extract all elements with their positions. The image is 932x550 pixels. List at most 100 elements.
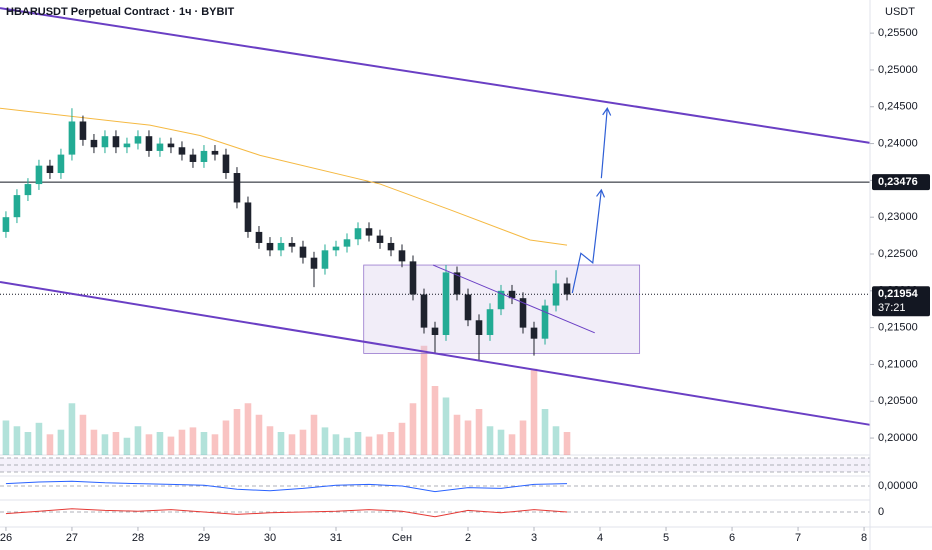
candle-body	[134, 136, 142, 144]
candle-body	[332, 246, 340, 251]
x-tick-label: 26	[0, 532, 12, 544]
volume-bar	[24, 432, 32, 455]
y-tick-label: 0,21500	[878, 322, 918, 334]
candle-body	[530, 327, 538, 339]
candle-body	[431, 327, 439, 335]
candle-body	[442, 272, 450, 335]
moving-average	[0, 107, 568, 246]
volume-bar	[552, 426, 560, 455]
candle-body	[343, 239, 351, 247]
indicator-line	[5, 480, 568, 493]
y-tick-label: 0,20000	[878, 432, 918, 444]
volume-bar	[211, 434, 219, 455]
volume-bar	[68, 403, 76, 455]
volume-bar	[112, 432, 120, 455]
volume-bar	[563, 432, 571, 455]
price-badge-label: 0,23476	[878, 176, 918, 188]
y-tick-label: 0,23000	[878, 211, 918, 223]
y-tick-label: 0,22500	[878, 248, 918, 260]
candle-body	[24, 184, 32, 196]
candle-body	[178, 147, 186, 155]
volume-bar	[90, 429, 98, 455]
volume-bar	[409, 403, 417, 455]
volume-bar	[354, 432, 362, 455]
y-tick-label: 0,24500	[878, 101, 918, 113]
candle-body	[145, 136, 153, 151]
volume-bar	[79, 414, 87, 455]
x-tick-label: Сен	[392, 532, 412, 544]
x-tick-label: 3	[531, 532, 537, 544]
candle-body	[167, 143, 175, 148]
y-tick-label: 0,24000	[878, 137, 918, 149]
candle-body	[310, 257, 318, 269]
candle-body	[420, 294, 428, 328]
volume-bar	[57, 429, 65, 455]
candle-body	[90, 139, 98, 148]
candle-body	[354, 228, 362, 240]
trendline	[432, 264, 595, 334]
candle-body	[200, 150, 208, 162]
x-tick-label: 5	[663, 532, 669, 544]
volume-bar	[332, 434, 340, 455]
y-tick-label: 0,21000	[878, 358, 918, 370]
volume-bar	[442, 397, 450, 455]
candle-body	[101, 136, 109, 148]
volume-bar	[13, 426, 21, 455]
candle-body	[387, 242, 395, 251]
indicator-label: 0,00000	[878, 480, 918, 492]
volume-bar	[244, 403, 252, 455]
candle-body	[79, 121, 87, 140]
chart-title: HBARUSDT Perpetual Contract · 1ч · BYBIT	[6, 6, 235, 18]
x-tick-label: 4	[597, 532, 603, 544]
candle-body	[519, 298, 527, 328]
x-tick-label: 31	[330, 532, 342, 544]
candle-body	[541, 305, 549, 339]
volume-bar	[420, 345, 428, 455]
candle-body	[409, 261, 417, 295]
candle-body	[376, 235, 384, 243]
candle-body	[211, 150, 219, 155]
candle-body	[563, 283, 571, 295]
projection-arrow	[571, 188, 606, 294]
volume-bar	[134, 426, 142, 455]
volume-bar	[343, 437, 351, 455]
volume-bar	[233, 409, 241, 455]
volume-bar	[145, 434, 153, 455]
candle-body	[35, 165, 43, 185]
candle-body	[299, 246, 307, 258]
x-tick-label: 29	[198, 532, 210, 544]
candle-body	[398, 250, 406, 262]
candle-body	[475, 320, 483, 335]
channel-top	[0, 7, 871, 144]
projection-arrow	[600, 107, 612, 179]
candle-body	[255, 231, 263, 243]
candle-body	[46, 165, 54, 174]
volume-bar	[508, 434, 516, 455]
volume-bar	[365, 436, 373, 455]
volume-bar	[123, 437, 131, 455]
candle-body	[497, 290, 505, 310]
volume-bar	[398, 422, 406, 455]
candle-body	[321, 250, 329, 269]
candle-body	[486, 309, 494, 335]
x-tick-label: 2	[465, 532, 471, 544]
candle-body	[2, 217, 10, 232]
candle-body	[189, 154, 197, 162]
candle-body	[68, 121, 76, 155]
candle-body	[464, 294, 472, 321]
candle-body	[156, 143, 164, 151]
volume-bar	[310, 414, 318, 455]
volume-bar	[321, 427, 329, 455]
countdown-label: 37:21	[878, 302, 906, 314]
candle-body	[277, 242, 285, 251]
volume-bar	[2, 420, 10, 455]
volume-bar	[189, 427, 197, 455]
volume-bar	[299, 429, 307, 455]
candle-body	[57, 154, 65, 174]
volume-bar	[167, 436, 175, 455]
candle-body	[112, 136, 120, 148]
candle-body	[453, 272, 461, 295]
y-tick-label: 0,25000	[878, 64, 918, 76]
candle-body	[233, 173, 241, 203]
